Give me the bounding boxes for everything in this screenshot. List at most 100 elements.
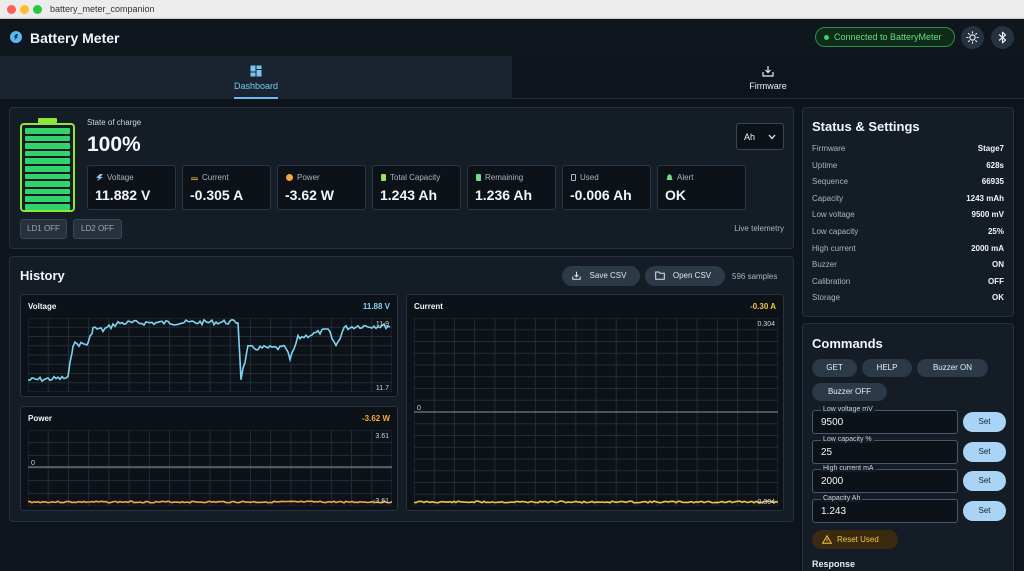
voltage-axis-max-label: 11.9 <box>376 321 389 328</box>
metric-value: 1.243 Ah <box>380 187 438 203</box>
battery-level-bar <box>25 188 70 195</box>
command-field-low-voltage-mv[interactable]: Low voltage mV 9500 <box>812 406 958 434</box>
command-field-capacity-ah[interactable]: Capacity Ah 1.243 <box>812 495 958 524</box>
status-row-label: Buzzer <box>812 260 837 270</box>
commands-title: Commands <box>812 336 883 351</box>
overview-panel: State of charge 100% Ah Voltage 11.882 V C… <box>9 107 794 249</box>
status-row-value: 1243 mAh <box>966 193 1004 203</box>
command-field-high-current-ma[interactable]: High current mA 2000 <box>812 465 958 494</box>
power-chart-title: Power <box>28 414 53 423</box>
voltage-axis-min-label: 11.7 <box>376 385 389 392</box>
metric-label: Total Capacity <box>381 173 440 182</box>
command-field-label: Capacity Ah <box>821 495 863 503</box>
command-field-label: Low capacity % <box>821 435 874 443</box>
active-tab-indicator <box>234 97 278 99</box>
bolt-icon <box>96 174 103 181</box>
status-row-value: 2000 mA <box>971 243 1004 253</box>
buzzer-off-button[interactable]: Buzzer OFF <box>812 383 887 401</box>
live-telemetry-label: Live telemetry <box>734 224 784 233</box>
metric-value: -0.006 Ah <box>570 187 632 203</box>
metric-card-current: Current -0.305 A <box>182 165 271 210</box>
soc-label: State of charge <box>87 118 142 127</box>
open-csv-button[interactable]: Open CSV <box>645 266 725 286</box>
battery-level-bar <box>25 158 70 164</box>
help-button[interactable]: HELP <box>862 359 912 377</box>
unit-select-value: Ah <box>744 132 756 142</box>
save-csv-button[interactable]: Save CSV <box>562 266 640 286</box>
response-label: Response <box>812 559 856 569</box>
metric-card-alert: Alert OK <box>657 165 746 210</box>
status-row-capacity: Capacity 1243 mAh <box>812 194 1004 210</box>
status-row-value: 66935 <box>981 177 1004 187</box>
status-row-value: 25% <box>987 227 1004 236</box>
set-button[interactable]: Set <box>963 412 1006 432</box>
command-field-low-capacity[interactable]: Low capacity % 25 <box>812 435 958 464</box>
ld2-button[interactable]: LD2 OFF <box>73 219 122 239</box>
close-window-button[interactable] <box>7 5 16 14</box>
connection-status-badge: Connected to BatteryMeter <box>815 27 955 47</box>
current-chart-title: Current <box>414 302 443 311</box>
app-title: Battery Meter <box>30 30 120 46</box>
metric-label: Alert <box>666 173 693 182</box>
status-row-label: Sequence <box>812 177 849 187</box>
power-series-line <box>28 500 392 504</box>
theme-toggle-button[interactable] <box>961 26 984 49</box>
metric-card-remaining: Remaining 1.236 Ah <box>467 165 556 210</box>
swap-icon <box>191 177 198 180</box>
unit-select[interactable]: Ah <box>736 123 784 150</box>
command-field-label: Low voltage mV <box>821 406 875 413</box>
set-button[interactable]: Set <box>963 501 1006 522</box>
battery-terminal <box>38 118 57 123</box>
status-row-value: OK <box>992 293 1004 303</box>
set-button[interactable]: Set <box>963 441 1006 462</box>
battery-level-bar <box>25 166 70 172</box>
battery-level-bar <box>25 150 70 157</box>
status-row-firmware: Firmware Stage7 <box>812 144 1004 160</box>
voltage-series-line <box>28 318 391 383</box>
metric-label-text: Current <box>202 173 229 182</box>
folder-icon <box>655 271 665 280</box>
metric-label-text: Power <box>297 173 320 182</box>
connected-dot-icon <box>824 35 829 40</box>
metric-label: Used <box>571 173 599 182</box>
metric-label-text: Used <box>580 173 599 182</box>
metric-value: -3.62 W <box>285 187 335 203</box>
chart-grid <box>28 318 392 392</box>
metric-value: 1.236 Ah <box>475 187 533 203</box>
metric-value: -0.305 A <box>190 187 244 203</box>
open-csv-label: Open CSV <box>672 271 712 280</box>
app-header: Battery Meter Connected to BatteryMeter <box>0 19 1024 56</box>
reset-used-label: Reset Used <box>837 535 879 544</box>
battery-gauge <box>20 118 75 212</box>
ld1-button[interactable]: LD1 OFF <box>20 219 67 239</box>
status-row-value: OFF <box>988 276 1004 286</box>
buzzer-on-button[interactable]: Buzzer ON <box>917 359 988 377</box>
reset-used-button[interactable]: Reset Used <box>812 530 898 549</box>
chart-grid <box>28 430 392 506</box>
tab-dashboard-label: Dashboard <box>233 81 279 91</box>
bluetooth-button[interactable] <box>991 26 1014 49</box>
commands-panel: Commands GET HELP Buzzer ON Buzzer OFF L… <box>802 323 1014 571</box>
current-chart-value: -0.30 A <box>750 302 776 311</box>
metric-label-text: Voltage <box>107 173 134 182</box>
power-plot: 3.61 0 -3.61 <box>28 430 392 506</box>
minimize-window-button[interactable] <box>20 5 29 14</box>
set-button[interactable]: Set <box>963 471 1006 492</box>
history-title: History <box>20 268 65 283</box>
sample-count: 596 samples <box>732 272 778 281</box>
voltage-chart-value: 11.88 V <box>362 302 390 311</box>
tab-firmware-label: Firmware <box>749 81 787 91</box>
download-icon <box>762 66 774 77</box>
metric-label-text: Remaining <box>485 173 524 182</box>
bell-icon <box>666 174 673 180</box>
tab-firmware[interactable]: Firmware <box>512 56 1024 99</box>
tab-dashboard[interactable]: Dashboard <box>0 56 512 99</box>
status-row-label: Calibration <box>812 276 851 286</box>
status-row-storage: Storage OK <box>812 293 1004 309</box>
metric-value: 11.882 V <box>95 187 151 203</box>
command-field-value: 1.243 <box>821 506 847 518</box>
status-row-calibration: Calibration OFF <box>812 277 1004 293</box>
maximize-window-button[interactable] <box>33 5 42 14</box>
get-button[interactable]: GET <box>812 359 857 377</box>
